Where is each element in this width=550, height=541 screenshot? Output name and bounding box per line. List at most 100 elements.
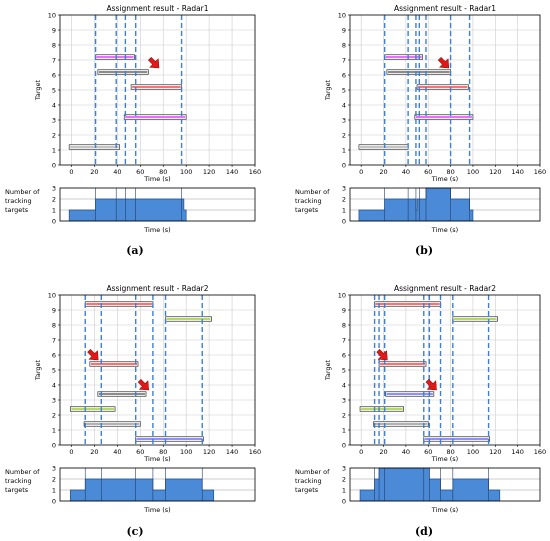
- chart-panel-3: 0 20 40 60 80 100 120 140 160012345678910Assignm…: [5, 284, 261, 538]
- count-y-axis-label-line: targets: [295, 486, 319, 494]
- count-x-axis-label: Time (s): [431, 226, 458, 234]
- count-y-tick-label: 0: [342, 217, 346, 225]
- chart-panel-1: 0 20 40 60 80 100 120 140 160012345678910Assignm…: [5, 4, 261, 257]
- subfigure-caption: (b): [415, 244, 433, 257]
- tracking-count-area: [69, 478, 215, 502]
- red-arrow-shape: [425, 378, 437, 391]
- count-y-axis-label: Number of tracking targets: [295, 188, 330, 214]
- x-tick-label: 140: [226, 448, 238, 456]
- x-tick-label: 80: [159, 168, 167, 176]
- y-axis-label: Target: [34, 79, 42, 101]
- x-tick-label: 0: [69, 448, 73, 456]
- x-tick-label: 160: [534, 168, 546, 176]
- y-tick-label: 5: [52, 86, 56, 94]
- x-tick-label: 100: [467, 448, 479, 456]
- y-axis-label: Target: [324, 79, 332, 101]
- count-y-axis-label-line: Number of: [5, 468, 40, 476]
- x-axis-label: Time (s): [431, 455, 458, 463]
- count-y-tick-label: 2: [342, 475, 346, 483]
- y-tick-label: 7: [52, 56, 56, 64]
- y-tick-label: 9: [342, 306, 346, 314]
- count-y-axis-label-line: targets: [5, 206, 29, 214]
- count-y-tick-label: 0: [342, 497, 346, 505]
- y-tick-label: 4: [342, 381, 346, 389]
- count-x-axis-label: Time (s): [431, 506, 458, 514]
- y-tick-label: 5: [342, 366, 346, 374]
- x-tick-label: 100: [180, 448, 192, 456]
- y-tick-label: 3: [342, 116, 346, 124]
- count-y-tick-label: 3: [52, 184, 56, 192]
- y-tick-label: 10: [48, 291, 56, 299]
- y-tick-label: 8: [342, 41, 346, 49]
- count-axes-frame: [59, 187, 256, 222]
- y-tick-label: 8: [52, 321, 56, 329]
- x-tick-label: 60: [424, 168, 432, 176]
- chart-title: Assignment result - Radar1: [394, 4, 496, 13]
- x-tick-label: 0: [359, 448, 363, 456]
- count-y-axis-label: Number of tracking targets: [5, 468, 40, 494]
- y-tick-label: 1: [52, 426, 56, 434]
- y-tick-label: 10: [338, 291, 346, 299]
- subfigure-caption: (d): [415, 525, 433, 538]
- y-tick-label: 6: [52, 71, 56, 79]
- y-tick-label: 4: [52, 101, 56, 109]
- x-axis-label: Time (s): [143, 455, 170, 463]
- count-y-tick-label: 0: [52, 217, 56, 225]
- y-tick-label: 3: [52, 116, 56, 124]
- x-tick-label: 100: [467, 168, 479, 176]
- count-y-axis-label-line: targets: [5, 486, 29, 494]
- count-y-tick-label: 1: [52, 206, 56, 214]
- tracking-count-area: [68, 198, 187, 222]
- count-y-axis-label-line: tracking: [295, 477, 322, 485]
- x-tick-label: 140: [511, 448, 523, 456]
- x-axis-label: Time (s): [431, 175, 458, 183]
- red-arrow-marker: [376, 348, 388, 361]
- count-y-axis-label-line: tracking: [5, 477, 32, 485]
- x-tick-label: 80: [446, 168, 454, 176]
- x-tick-label: 40: [113, 448, 121, 456]
- y-tick-label: 1: [342, 426, 346, 434]
- y-tick-label: 7: [52, 336, 56, 344]
- y-tick-label: 3: [52, 396, 56, 404]
- x-axis-label: Time (s): [143, 175, 170, 183]
- y-tick-label: 10: [48, 11, 56, 19]
- count-axes-frame: [349, 467, 541, 502]
- chart-panel-2: 0 20 40 60 80 100 120 140 160012345678910Assignm…: [295, 4, 546, 257]
- red-arrow-marker: [437, 56, 450, 69]
- x-tick-label: 0: [69, 168, 73, 176]
- y-tick-label: 6: [342, 71, 346, 79]
- y-tick-label: 6: [52, 351, 56, 359]
- y-tick-label: 9: [52, 26, 56, 34]
- chart-title: Assignment result - Radar2: [394, 284, 496, 293]
- chart-panel-4: 0 20 40 60 80 100 120 140 160012345678910Assignm…: [295, 284, 546, 538]
- y-axis-label: Target: [324, 359, 332, 381]
- red-arrow-marker: [425, 378, 437, 391]
- y-tick-label: 10: [338, 11, 346, 19]
- y-tick-label: 1: [52, 146, 56, 154]
- y-tick-label: 5: [342, 86, 346, 94]
- y-tick-label: 2: [52, 411, 56, 419]
- y-tick-label: 0: [342, 161, 346, 169]
- y-tick-label: 8: [52, 41, 56, 49]
- count-x-axis-label: Time (s): [143, 506, 170, 514]
- y-tick-label: 0: [52, 161, 56, 169]
- count-axes-frame: [349, 187, 541, 222]
- x-tick-label: 60: [424, 448, 432, 456]
- y-tick-label: 1: [342, 146, 346, 154]
- x-tick-label: 120: [203, 168, 215, 176]
- chart-title: Assignment result - Radar2: [106, 284, 208, 293]
- count-y-tick-label: 1: [342, 486, 346, 494]
- count-y-axis-label-line: Number of: [295, 188, 330, 196]
- y-tick-label: 4: [52, 381, 56, 389]
- x-tick-label: 160: [249, 168, 261, 176]
- count-y-tick-label: 0: [52, 497, 56, 505]
- y-tick-label: 8: [342, 321, 346, 329]
- count-axes-frame: [59, 467, 256, 502]
- x-tick-label: 40: [402, 448, 410, 456]
- x-tick-label: 100: [180, 168, 192, 176]
- count-y-tick-label: 2: [52, 475, 56, 483]
- x-tick-label: 140: [511, 168, 523, 176]
- count-y-axis-label: Number of tracking targets: [295, 468, 330, 494]
- x-tick-label: 20: [90, 448, 98, 456]
